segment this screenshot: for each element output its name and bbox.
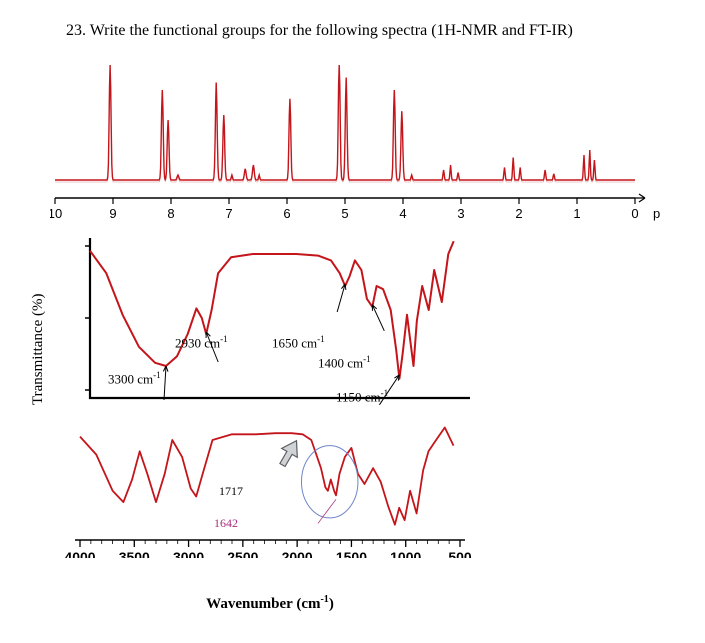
ir-annot-1650: 1650 cm-1 — [272, 334, 325, 351]
svg-text:3000: 3000 — [173, 549, 204, 558]
svg-text:4: 4 — [399, 206, 406, 221]
callout-arrow-icon — [273, 435, 307, 474]
ir-ylabel: Transmittance (%) — [30, 235, 50, 405]
svg-text:3500: 3500 — [119, 549, 150, 558]
ir-annot-2930: 2930 cm-1 — [175, 334, 228, 351]
ir-annot-1150: 1150 cm-1 — [336, 388, 388, 405]
svg-text:2000: 2000 — [282, 549, 313, 558]
ir-annot-3300: 3300 cm-1 — [108, 370, 161, 387]
svg-text:2: 2 — [515, 206, 522, 221]
ir-annot-1400: 1400 cm-1 — [318, 354, 371, 371]
svg-text:1500: 1500 — [336, 549, 367, 558]
nmr-chart: 109876543210pp — [50, 60, 660, 230]
svg-text:8: 8 — [167, 206, 174, 221]
svg-text:4000: 4000 — [64, 549, 95, 558]
svg-text:0: 0 — [631, 206, 638, 221]
svg-text:1: 1 — [573, 206, 580, 221]
nmr-svg: 109876543210pp — [50, 60, 660, 230]
svg-text:9: 9 — [109, 206, 116, 221]
svg-text:2500: 2500 — [227, 549, 258, 558]
svg-text:500: 500 — [448, 549, 472, 558]
svg-text:3: 3 — [457, 206, 464, 221]
svg-text:5: 5 — [341, 206, 348, 221]
page: 23. Write the functional groups for the … — [0, 0, 705, 643]
svg-text:6: 6 — [283, 206, 290, 221]
ir-bottom-chart: 4000 3500 3000 2500 2000 1500 1000 500 — [60, 418, 480, 558]
ir-bottom-xlabel: Wavenumber (cm-1) — [60, 594, 480, 613]
question-text: 23. Write the functional groups for the … — [66, 22, 573, 40]
ir2-annot-1717: 1717 — [219, 484, 243, 499]
ir2-annot-1642: 1642 — [214, 516, 238, 531]
svg-text:7: 7 — [225, 206, 232, 221]
svg-text:10: 10 — [50, 206, 62, 221]
ir-bottom-svg: 4000 3500 3000 2500 2000 1500 1000 500 — [60, 418, 480, 558]
svg-text:pp: pp — [653, 206, 660, 221]
svg-text:1000: 1000 — [390, 549, 421, 558]
